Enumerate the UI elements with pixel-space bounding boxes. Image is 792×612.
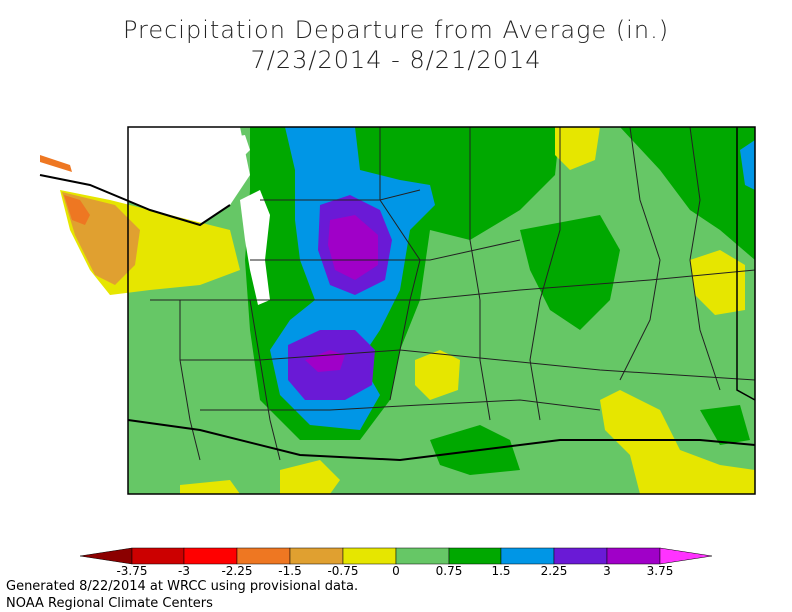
legend-label: -3.75: [116, 564, 148, 578]
legend-swatch: [448, 547, 502, 565]
source-credit: NOAA Regional Climate Centers: [6, 596, 213, 611]
legend-label: -0.75: [327, 564, 359, 578]
legend-swatch: [183, 547, 238, 565]
legend-swatch: [606, 547, 661, 565]
legend-label: 0: [392, 564, 400, 578]
legend-swatch: [131, 547, 185, 565]
legend-label: -3: [178, 564, 190, 578]
legend-swatch: [659, 547, 713, 565]
legend-label: 3: [603, 564, 611, 578]
legend-bar: [79, 547, 713, 565]
legend-swatch: [342, 547, 397, 565]
legend-label: 3.75: [646, 564, 674, 578]
legend-swatch: [289, 547, 344, 565]
legend-label: 1.5: [491, 564, 511, 578]
legend-swatch: [395, 547, 450, 565]
legend-swatch: [553, 547, 608, 565]
legend-swatch: [500, 547, 555, 565]
legend-label: -2.25: [221, 564, 253, 578]
legend-label: 0.75: [435, 564, 463, 578]
map-title: Precipitation Departure from Average (in…: [122, 16, 670, 44]
date-range: 7/23/2014 - 8/21/2014: [250, 46, 542, 74]
generated-note: Generated 8/22/2014 at WRCC using provis…: [6, 579, 359, 594]
legend-label: 2.25: [540, 564, 568, 578]
map-area: [39, 120, 756, 495]
legend-swatch: [79, 547, 133, 565]
legend-swatch: [236, 547, 291, 565]
legend-label: -1.5: [278, 564, 302, 578]
